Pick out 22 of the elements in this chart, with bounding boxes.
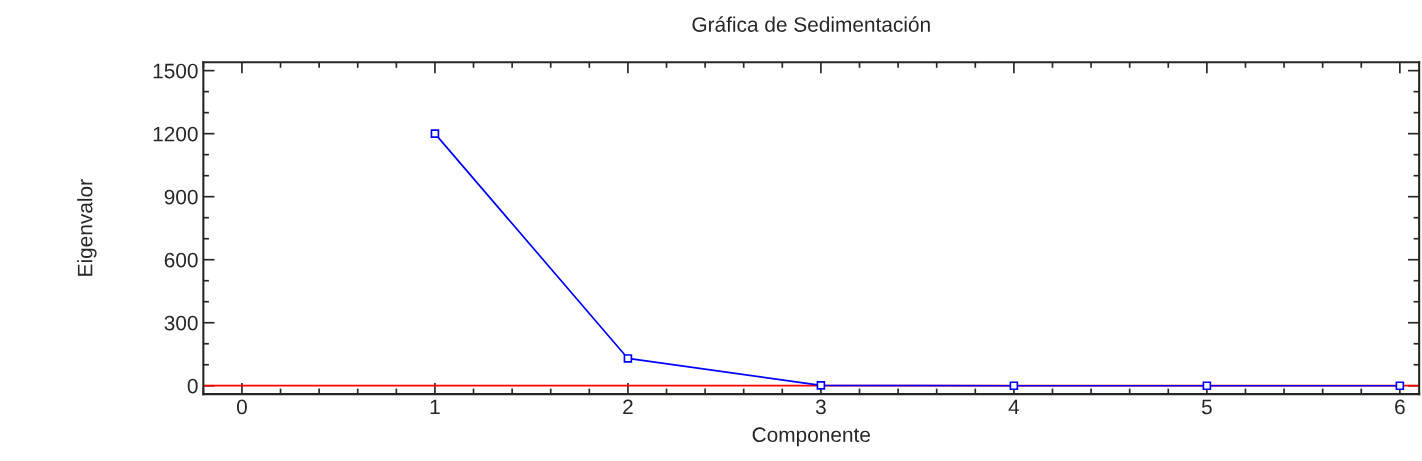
y-tick-label: 600 <box>164 252 198 268</box>
point <box>623 354 633 363</box>
y-tick-label: 1200 <box>153 126 198 142</box>
x-tick-label: 6 <box>1395 399 1405 415</box>
x-axis-title: Componente <box>752 427 870 447</box>
x-tick-label: 5 <box>1201 399 1212 415</box>
x-tick-label: 3 <box>815 399 826 415</box>
point <box>1202 381 1212 391</box>
x-tick-label: 1 <box>430 399 440 415</box>
y-tick-label: 0 <box>187 378 198 394</box>
y-tick-label: 300 <box>164 315 198 331</box>
point <box>1395 381 1405 391</box>
x-tick-label: 0 <box>236 399 247 415</box>
point <box>430 129 440 138</box>
point <box>816 381 826 390</box>
x-tick-label: 2 <box>623 399 633 415</box>
y-axis-title: Eigenvalor <box>77 179 97 276</box>
point <box>1009 381 1019 391</box>
x-tick-label: 4 <box>1008 399 1020 415</box>
y-tick-label: 900 <box>164 189 198 205</box>
y-tick-label: 1500 <box>153 63 198 79</box>
chart-title: Gráfica de Sedimentación <box>692 16 930 32</box>
